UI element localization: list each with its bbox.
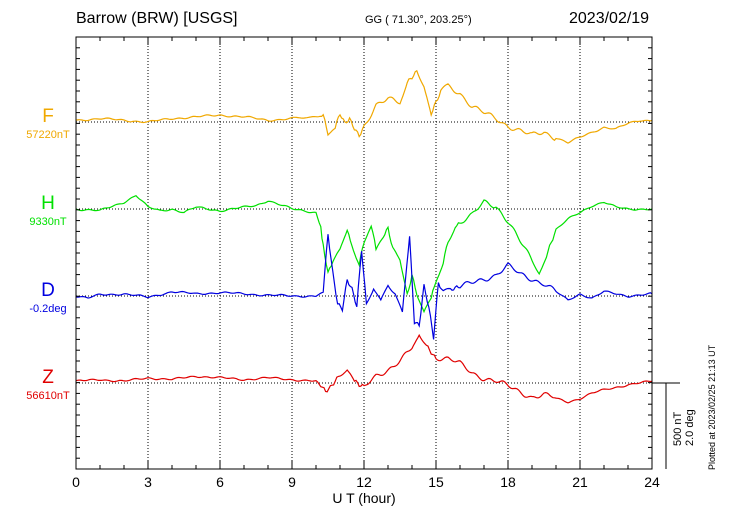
x-tick-label-3: 3 <box>144 474 152 490</box>
channel-label-d: D <box>41 280 55 301</box>
channel-baseline-h: 9330nT <box>29 216 67 228</box>
x-tick-label-15: 15 <box>428 474 444 490</box>
x-tick-label-21: 21 <box>572 474 588 490</box>
trace-z <box>75 333 653 404</box>
x-tick-label-6: 6 <box>216 474 224 490</box>
x-tick-label-12: 12 <box>356 474 372 490</box>
scale-bar <box>652 382 680 469</box>
geographic-coords: GG ( 71.30°, 203.25°) <box>365 14 472 26</box>
date-label: 2023/02/19 <box>569 10 650 27</box>
trace-d <box>75 234 653 340</box>
trace-h <box>75 194 653 314</box>
plotted-at-footer: Plotted at 2023/02/25 21:13 UT <box>707 344 717 470</box>
x-tick-label-0: 0 <box>72 474 80 490</box>
channel-label-f: F <box>42 106 54 127</box>
channel-label-h: H <box>41 193 55 214</box>
x-tick-label-9: 9 <box>288 474 296 490</box>
baseline-dotted-lines <box>76 121 652 384</box>
station-title: Barrow (BRW) [USGS] <box>76 10 238 27</box>
channel-baseline-z: 56610nT <box>26 390 70 402</box>
channel-label-z: Z <box>42 367 54 388</box>
axis-ticks <box>75 36 653 469</box>
x-axis-label: U T (hour) <box>332 490 396 506</box>
x-tick-label-18: 18 <box>500 474 516 490</box>
channel-baseline-d: -0.2deg <box>29 303 67 315</box>
channel-baseline-f: 57220nT <box>26 129 70 141</box>
scale-angle-label: 2.0 deg <box>684 409 696 446</box>
trace-f <box>75 69 653 144</box>
scale-field-label: 500 nT <box>672 411 684 446</box>
data-traces <box>75 69 653 404</box>
grid-lines <box>147 37 581 469</box>
x-tick-label-24: 24 <box>644 474 660 490</box>
